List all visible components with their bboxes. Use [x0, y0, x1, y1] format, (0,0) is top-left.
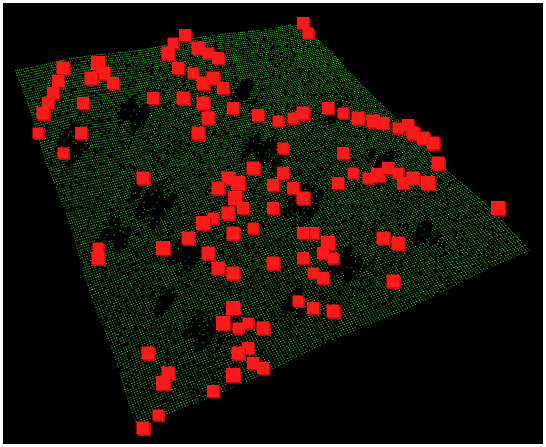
- marker-cube: [216, 316, 232, 332]
- marker-cube: [231, 346, 246, 361]
- marker-cube: [77, 97, 91, 111]
- marker-cube: [376, 231, 391, 246]
- marker-cube: [491, 201, 507, 217]
- marker-cube: [231, 176, 247, 192]
- marker-cube: [317, 272, 331, 286]
- marker-cube: [392, 167, 405, 180]
- marker-cube: [226, 226, 241, 241]
- marker-cube: [147, 92, 161, 106]
- marker-cube: [226, 301, 242, 317]
- marker-cube: [196, 96, 211, 111]
- marker-cube: [327, 252, 340, 265]
- marker-cube: [201, 111, 216, 126]
- marker-cube: [172, 62, 186, 76]
- marker-cube: [36, 106, 51, 121]
- marker-cube: [136, 421, 151, 436]
- marker-cubes: [32, 17, 507, 436]
- marker-cube: [337, 107, 350, 120]
- marker-cube: [406, 171, 421, 186]
- marker-cube: [267, 179, 281, 193]
- marker-cube: [167, 37, 180, 50]
- marker-cube: [217, 82, 231, 96]
- terrain-point-cloud: [15, 22, 531, 428]
- marker-cube: [156, 241, 172, 257]
- marker-cube: [176, 91, 191, 106]
- marker-cube: [377, 117, 391, 131]
- marker-cube: [256, 321, 271, 336]
- marker-cube: [386, 274, 401, 289]
- marker-cube: [257, 362, 271, 376]
- marker-cube: [247, 222, 260, 235]
- marker-cube: [296, 106, 311, 121]
- marker-cube: [187, 67, 200, 80]
- marker-cube: [57, 147, 70, 160]
- marker-cube: [226, 266, 241, 281]
- marker-cube: [277, 167, 291, 181]
- marker-cube: [92, 242, 105, 255]
- marker-cube: [136, 171, 151, 186]
- marker-cube: [322, 102, 336, 116]
- marker-cube: [426, 136, 441, 151]
- marker-cube: [296, 191, 311, 206]
- marker-cube: [392, 122, 405, 135]
- terrain-points-bright: [16, 22, 526, 428]
- marker-cube: [152, 409, 165, 422]
- marker-cube: [201, 246, 216, 261]
- marker-cube: [181, 231, 196, 246]
- marker-cube: [212, 52, 226, 66]
- marker-cube: [337, 147, 351, 161]
- marker-cube: [347, 167, 360, 180]
- marker-cube: [207, 385, 221, 399]
- marker-cube: [307, 302, 321, 316]
- marker-cube: [84, 71, 99, 86]
- marker-cube: [75, 127, 89, 141]
- marker-cube: [207, 212, 220, 225]
- marker-cube: [362, 172, 375, 185]
- marker-cube: [287, 112, 300, 125]
- marker-cube: [242, 342, 256, 356]
- marker-cube: [421, 176, 437, 192]
- marker-cube: [431, 156, 446, 171]
- marker-cube: [307, 267, 320, 280]
- marker-cube: [297, 227, 311, 241]
- marker-cube: [141, 346, 156, 361]
- marker-cube: [252, 109, 266, 123]
- marker-cube: [107, 77, 121, 91]
- marker-cube: [232, 322, 245, 335]
- marker-cube: [211, 261, 226, 276]
- marker-cube: [246, 161, 261, 176]
- marker-cube: [56, 61, 71, 76]
- marker-cube: [237, 202, 251, 216]
- marker-cube: [332, 177, 346, 191]
- marker-cube: [196, 216, 212, 232]
- marker-cube: [52, 75, 66, 89]
- marker-cube: [302, 27, 315, 40]
- point-cloud-canvas[interactable]: [3, 3, 543, 444]
- marker-cube: [351, 111, 366, 126]
- marker-cube: [227, 102, 241, 116]
- marker-cube: [297, 252, 311, 266]
- marker-cube: [326, 304, 341, 319]
- marker-cube: [287, 182, 301, 196]
- marker-cube: [91, 251, 106, 266]
- marker-cube: [156, 376, 172, 392]
- marker-cube: [292, 295, 305, 308]
- marker-cube: [202, 47, 215, 60]
- marker-cube: [266, 256, 281, 271]
- marker-cube: [242, 317, 255, 330]
- marker-cube: [277, 142, 290, 155]
- marker-cube: [32, 127, 45, 140]
- marker-cube: [211, 181, 226, 196]
- marker-cube: [221, 206, 236, 221]
- marker-cube: [226, 368, 242, 384]
- marker-cube: [272, 115, 285, 128]
- marker-cube: [391, 236, 406, 251]
- marker-cube: [179, 29, 193, 43]
- marker-cube: [267, 202, 281, 216]
- marker-cube: [161, 46, 176, 61]
- marker-cube: [191, 126, 206, 141]
